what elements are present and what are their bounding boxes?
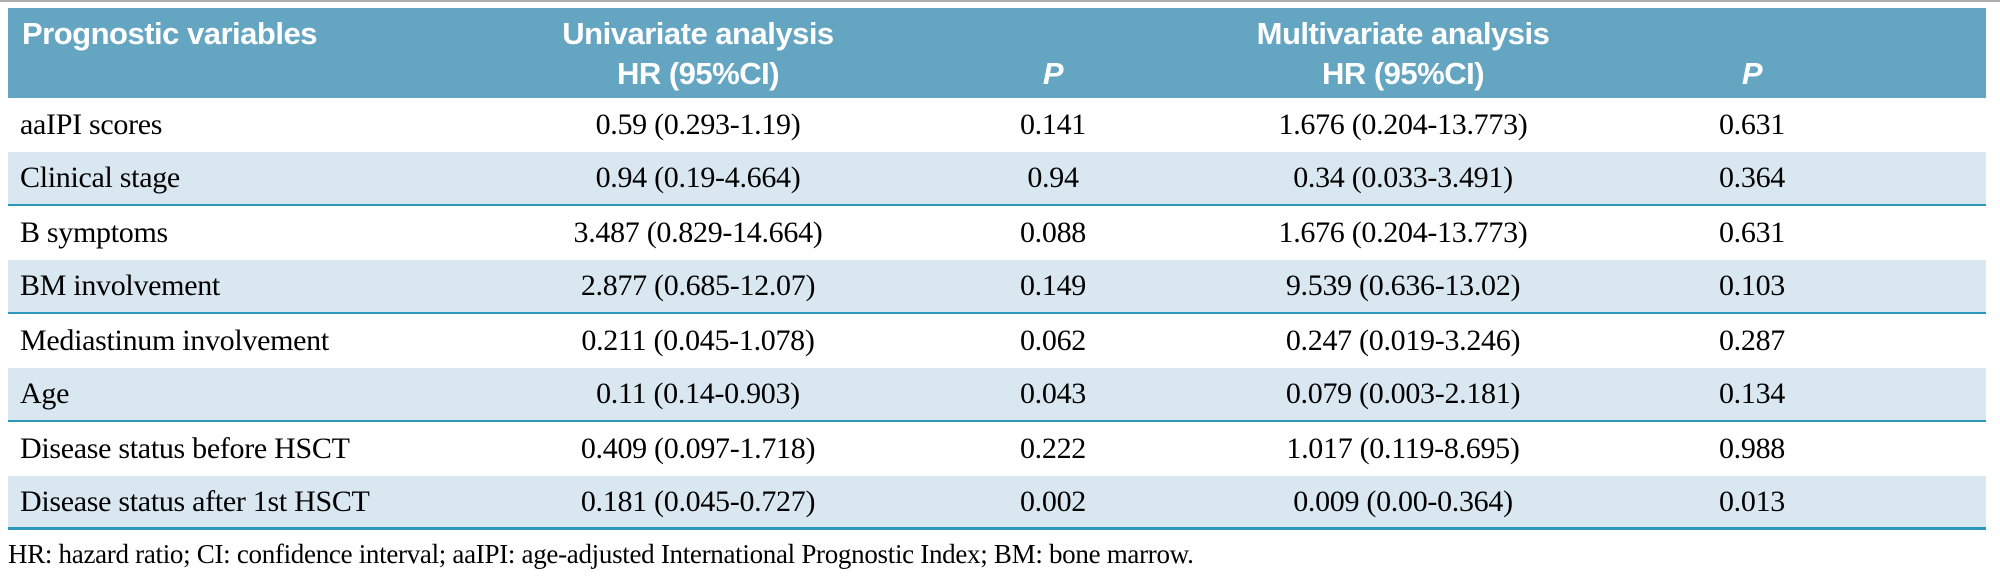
- cell-multivariate-p: 0.631: [1718, 216, 1785, 249]
- header-multivariate-hr-label: HR (95%CI): [1321, 56, 1485, 91]
- header-multivariate-group-label: Multivariate analysis: [1256, 16, 1550, 51]
- cell-variable: Disease status before HSCT: [20, 432, 350, 465]
- cell-multivariate-p: 0.988: [1718, 432, 1785, 465]
- cell-univariate-p: 0.088: [1019, 216, 1086, 249]
- table-row-disease-status-after-1st-hsct: Disease status after 1st HSCT 0.181 (0.0…: [8, 476, 1986, 530]
- cell-variable: BM involvement: [20, 269, 220, 302]
- page-top-rule: [0, 0, 2000, 2]
- table-footnote: HR: hazard ratio; CI: confidence interva…: [8, 539, 1194, 569]
- cell-univariate-hr: 2.877 (0.685-12.07): [580, 269, 816, 302]
- cell-univariate-hr: 0.94 (0.19-4.664): [595, 161, 801, 194]
- table-header-row: Prognostic variables Univariate analysis…: [8, 8, 1986, 98]
- cell-multivariate-hr: 1.676 (0.204-13.773): [1278, 216, 1528, 249]
- table-row-disease-status-before-hsct: Disease status before HSCT 0.409 (0.097-…: [8, 422, 1986, 476]
- table-row-age: Age 0.11 (0.14-0.903) 0.043 0.079 (0.003…: [8, 368, 1986, 422]
- cell-univariate-hr: 3.487 (0.829-14.664): [573, 216, 823, 249]
- header-univariate-analysis: Univariate analysis HR (95%CI): [428, 8, 968, 98]
- header-univariate-p-label: P: [1042, 56, 1064, 91]
- cell-variable: Age: [20, 377, 70, 410]
- table-row-bm-involvement: BM involvement 2.877 (0.685-12.07) 0.149…: [8, 260, 1986, 314]
- cell-univariate-p: 0.062: [1019, 324, 1086, 357]
- cell-variable: B symptoms: [20, 216, 168, 249]
- table-row-aaipi-scores: aaIPI scores 0.59 (0.293-1.19) 0.141 1.6…: [8, 98, 1986, 152]
- cell-univariate-p: 0.94: [1027, 161, 1079, 194]
- cell-multivariate-p: 0.631: [1718, 108, 1785, 141]
- cell-variable: Disease status after 1st HSCT: [20, 484, 370, 518]
- header-univariate-p: P: [968, 8, 1138, 98]
- cell-univariate-p: 0.141: [1019, 108, 1086, 141]
- table-row-clinical-stage: Clinical stage 0.94 (0.19-4.664) 0.94 0.…: [8, 152, 1986, 206]
- cell-univariate-p: 0.149: [1019, 269, 1086, 302]
- cell-multivariate-hr: 9.539 (0.636-13.02): [1285, 269, 1521, 302]
- cell-univariate-hr: 0.11 (0.14-0.903): [596, 377, 800, 410]
- header-prognostic-variables: Prognostic variables: [8, 8, 428, 98]
- cell-multivariate-p: 0.364: [1718, 161, 1785, 194]
- header-univariate-hr-label: HR (95%CI): [616, 56, 780, 91]
- cell-multivariate-p: 0.287: [1718, 324, 1785, 357]
- table-row-mediastinum-involvement: Mediastinum involvement 0.211 (0.045-1.0…: [8, 314, 1986, 368]
- header-multivariate-p-label: P: [1741, 56, 1763, 91]
- cell-univariate-hr: 0.409 (0.097-1.718): [580, 432, 816, 465]
- cell-variable: Mediastinum involvement: [20, 324, 329, 357]
- table-row-b-symptoms: B symptoms 3.487 (0.829-14.664) 0.088 1.…: [8, 206, 1986, 260]
- cell-univariate-hr: 0.59 (0.293-1.19): [595, 108, 801, 141]
- cell-multivariate-p: 0.103: [1718, 269, 1785, 302]
- header-prognostic-variables-label: Prognostic variables: [22, 16, 317, 51]
- cell-univariate-p: 0.002: [1019, 484, 1086, 518]
- cell-multivariate-hr: 0.247 (0.019-3.246): [1285, 324, 1521, 357]
- header-multivariate-analysis: Multivariate analysis HR (95%CI): [1138, 8, 1668, 98]
- cell-variable: aaIPI scores: [20, 108, 163, 141]
- prognostic-factors-table: Prognostic variables Univariate analysis…: [8, 8, 1986, 530]
- cell-variable: Clinical stage: [20, 161, 180, 194]
- cell-multivariate-hr: 1.676 (0.204-13.773): [1278, 108, 1528, 141]
- header-multivariate-p: P: [1668, 8, 1986, 98]
- cell-univariate-hr: 0.211 (0.045-1.078): [581, 324, 815, 357]
- cell-multivariate-hr: 0.34 (0.033-3.491): [1293, 161, 1513, 194]
- cell-univariate-p: 0.222: [1019, 432, 1086, 465]
- cell-multivariate-p: 0.013: [1718, 484, 1785, 518]
- cell-multivariate-p: 0.134: [1718, 377, 1785, 410]
- header-univariate-group-label: Univariate analysis: [562, 16, 834, 51]
- cell-multivariate-hr: 0.009 (0.00-0.364): [1293, 484, 1513, 518]
- cell-univariate-hr: 0.181 (0.045-0.727): [580, 484, 816, 518]
- cell-multivariate-hr: 1.017 (0.119-8.695): [1286, 432, 1520, 465]
- cell-multivariate-hr: 0.079 (0.003-2.181): [1285, 377, 1521, 410]
- cell-univariate-p: 0.043: [1019, 377, 1086, 410]
